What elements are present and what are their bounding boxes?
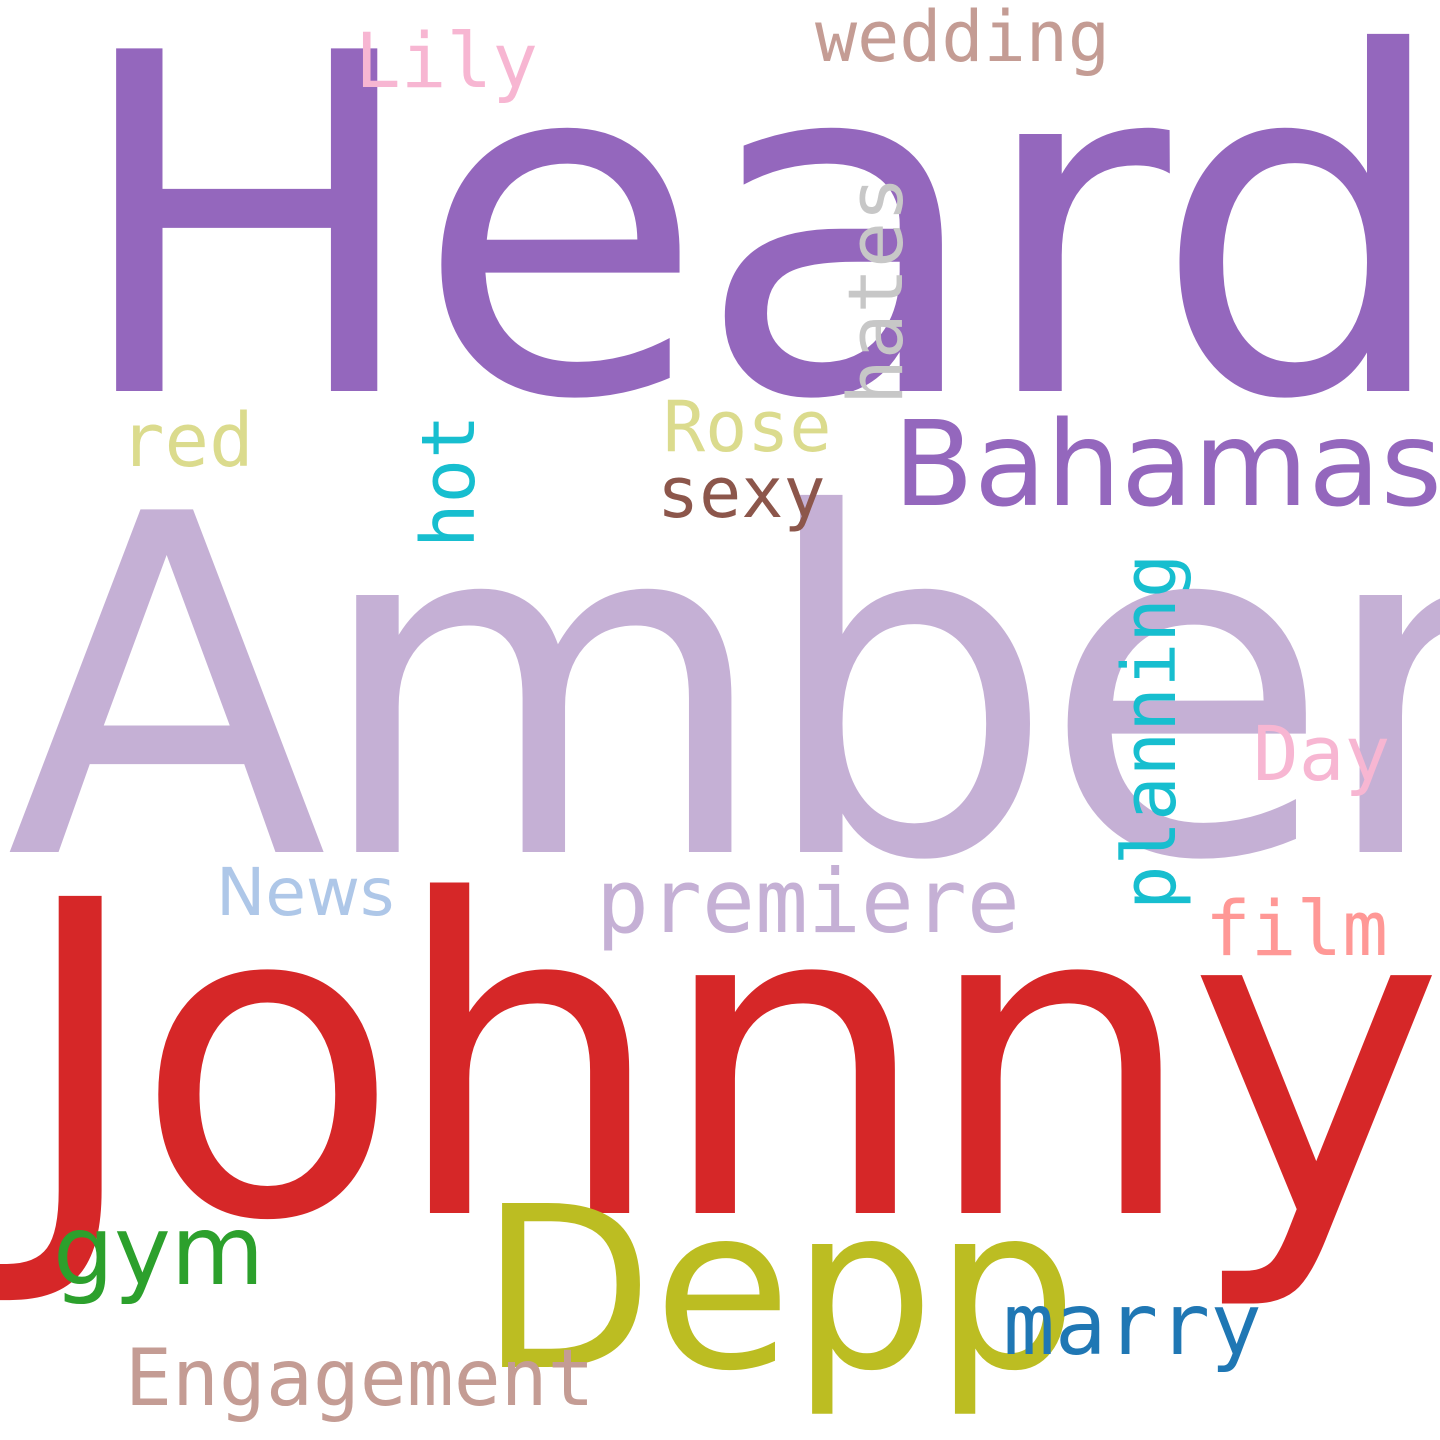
word-sexy: sexy	[657, 452, 826, 534]
word-hot: hot	[406, 414, 492, 548]
word-red: red	[120, 398, 254, 484]
word-hates: hates	[831, 176, 920, 405]
word-marry: marry	[1003, 1275, 1262, 1375]
word-johnny: Johnny	[16, 809, 1440, 1316]
word-news: News	[216, 854, 395, 931]
word-amber: Amber	[6, 416, 1440, 963]
word-day: Day	[1253, 709, 1391, 798]
word-rose: Rose	[663, 386, 832, 468]
word-lily: Lily	[355, 16, 539, 105]
word-bahamas: Bahamas	[893, 395, 1440, 533]
word-wedding: wedding	[815, 0, 1111, 78]
word-film: film	[1205, 884, 1389, 973]
word-heard: Heard	[70, 0, 1440, 502]
word-premiere: premiere	[596, 850, 1020, 953]
word-planning: planning	[1107, 553, 1193, 910]
word-engagement: Engagement	[125, 1334, 595, 1424]
word-depp: Depp	[480, 1159, 1078, 1421]
word-gym: gym	[53, 1195, 265, 1307]
